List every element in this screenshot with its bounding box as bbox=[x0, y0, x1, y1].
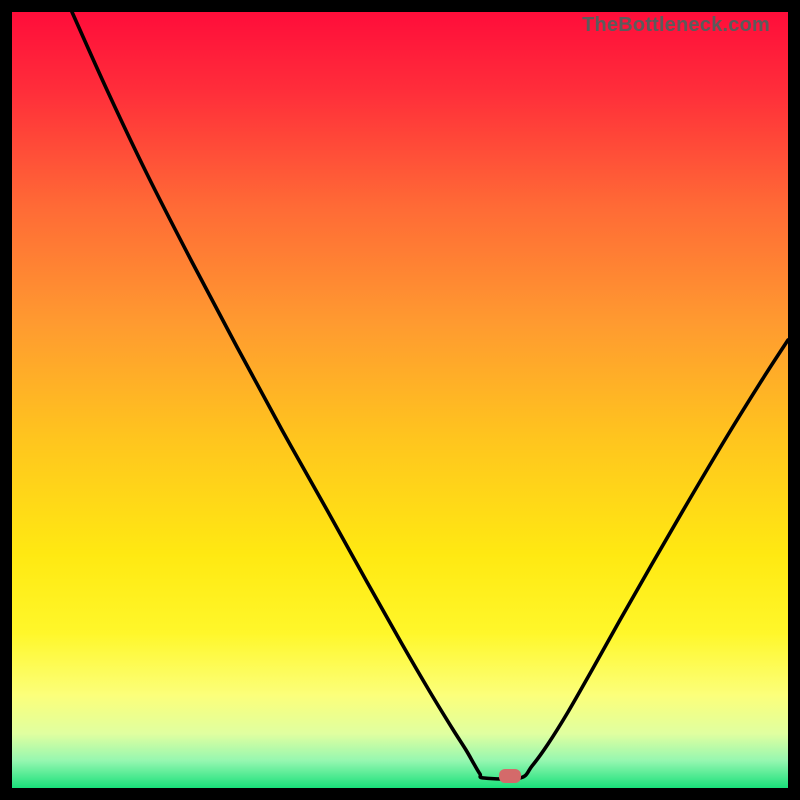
chart-frame: TheBottleneck.com bbox=[0, 0, 800, 800]
watermark-text: TheBottleneck.com bbox=[582, 14, 770, 37]
bottleneck-curve bbox=[12, 12, 788, 788]
plot-area: TheBottleneck.com bbox=[12, 12, 788, 788]
minimum-marker-badge bbox=[499, 769, 521, 783]
